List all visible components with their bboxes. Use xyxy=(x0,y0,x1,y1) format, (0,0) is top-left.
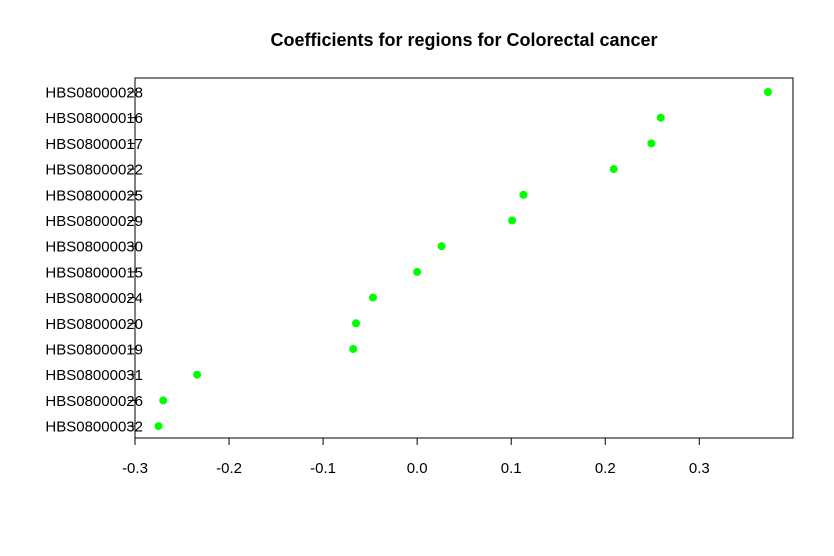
y-tick-label: HBS08000025 xyxy=(45,187,143,204)
y-tick-label: HBS08000019 xyxy=(45,342,143,359)
x-tick-label: -0.2 xyxy=(216,460,242,477)
chart-title: Coefficients for regions for Colorectal … xyxy=(270,30,657,50)
data-point xyxy=(609,165,618,174)
data-point xyxy=(647,139,656,148)
data-point xyxy=(193,370,202,379)
x-tick-label: 0.1 xyxy=(501,460,522,477)
data-points xyxy=(154,88,772,431)
data-point xyxy=(508,216,517,225)
data-point xyxy=(154,422,163,431)
y-tick-label: HBS08000022 xyxy=(45,162,143,179)
y-tick-label: HBS08000016 xyxy=(45,110,143,127)
x-tick-label: 0.3 xyxy=(689,460,710,477)
y-tick-label: HBS08000024 xyxy=(45,290,143,307)
data-point xyxy=(519,190,528,199)
plot-frame xyxy=(134,77,794,439)
data-point xyxy=(656,113,665,122)
data-point xyxy=(352,319,361,328)
data-point xyxy=(368,293,377,302)
y-tick-label: HBS08000030 xyxy=(45,239,143,256)
y-tick-label: HBS08000020 xyxy=(45,316,143,333)
data-point xyxy=(159,396,168,405)
y-tick-label: HBS08000015 xyxy=(45,264,143,281)
data-point xyxy=(437,242,446,251)
data-point xyxy=(763,88,772,96)
y-tick-label: HBS08000017 xyxy=(45,136,143,153)
x-tick-label: 0.2 xyxy=(595,460,616,477)
y-tick-label: HBS08000028 xyxy=(45,85,143,102)
data-point xyxy=(413,267,422,276)
x-axis: -0.3 -0.2 -0.1 0.0 0.1 0.2 0.3 xyxy=(122,437,710,477)
y-tick-label: HBS08000032 xyxy=(45,419,143,436)
y-axis: HBS08000028 HBS08000016 HBS08000017 HBS0800… xyxy=(45,85,143,436)
y-tick-label: HBS08000031 xyxy=(45,367,143,384)
y-tick-label: HBS08000029 xyxy=(45,213,143,230)
data-point xyxy=(349,345,358,353)
x-tick-label: -0.1 xyxy=(310,460,336,477)
x-tick-label: -0.3 xyxy=(122,460,148,477)
x-tick-label: 0.0 xyxy=(407,460,428,477)
y-tick-label: HBS08000026 xyxy=(45,393,143,410)
